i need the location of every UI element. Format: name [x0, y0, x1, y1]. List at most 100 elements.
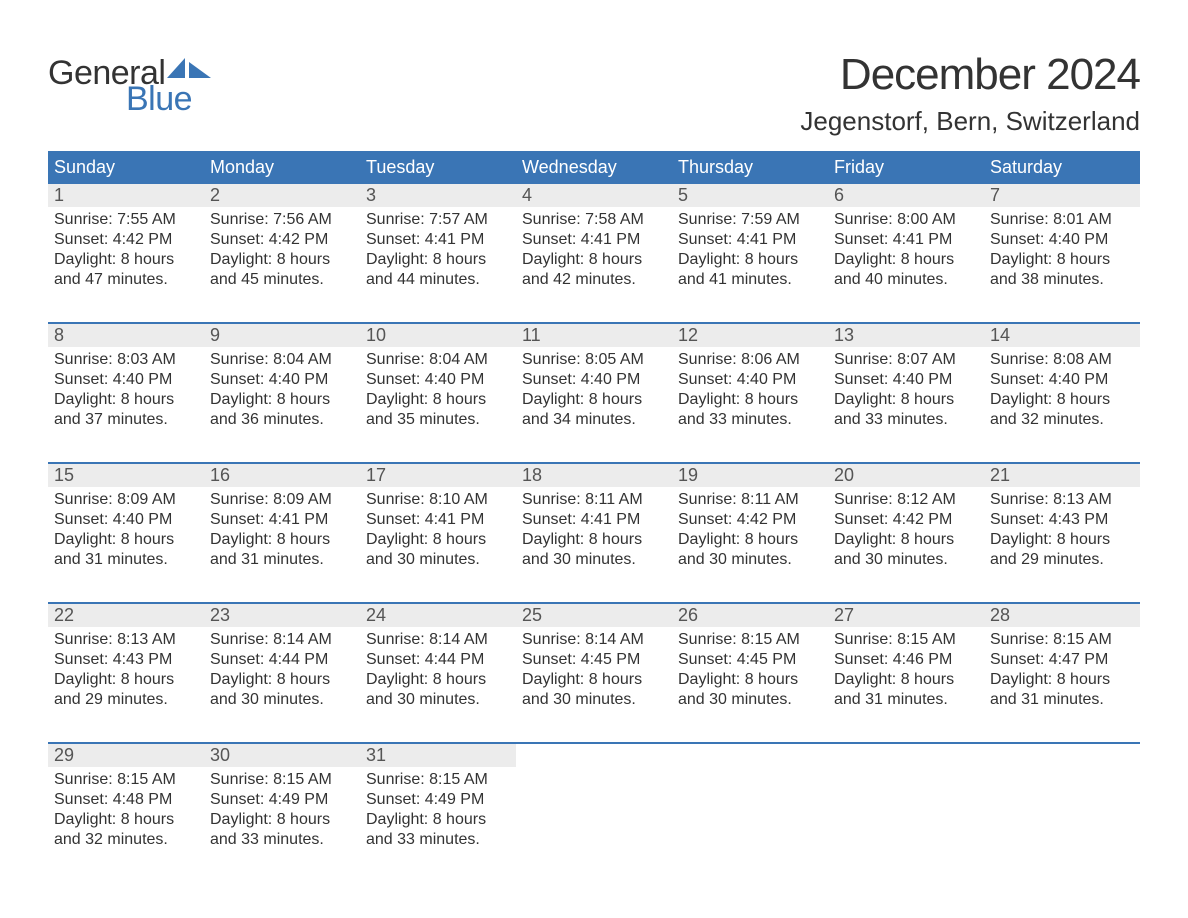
- day-body: Sunrise: 8:11 AMSunset: 4:42 PMDaylight:…: [672, 487, 828, 573]
- day-cell: [828, 744, 984, 854]
- day-cell: 24Sunrise: 8:14 AMSunset: 4:44 PMDayligh…: [360, 604, 516, 714]
- day-cell: [984, 744, 1140, 854]
- day-number: 17: [360, 464, 516, 487]
- day-sunrise: Sunrise: 8:12 AM: [834, 490, 978, 510]
- day-sunset: Sunset: 4:40 PM: [834, 370, 978, 390]
- day-cell: 15Sunrise: 8:09 AMSunset: 4:40 PMDayligh…: [48, 464, 204, 574]
- day-day1: Daylight: 8 hours: [678, 530, 822, 550]
- day-day2: and 42 minutes.: [522, 270, 666, 290]
- day-day1: Daylight: 8 hours: [54, 670, 198, 690]
- day-sunset: Sunset: 4:43 PM: [54, 650, 198, 670]
- day-day1: Daylight: 8 hours: [54, 810, 198, 830]
- day-cell: 3Sunrise: 7:57 AMSunset: 4:41 PMDaylight…: [360, 184, 516, 294]
- day-sunrise: Sunrise: 8:15 AM: [834, 630, 978, 650]
- day-day1: Daylight: 8 hours: [522, 670, 666, 690]
- day-sunrise: Sunrise: 8:13 AM: [54, 630, 198, 650]
- day-number: 1: [48, 184, 204, 207]
- day-body: Sunrise: 7:57 AMSunset: 4:41 PMDaylight:…: [360, 207, 516, 293]
- day-sunrise: Sunrise: 8:01 AM: [990, 210, 1134, 230]
- day-cell: 27Sunrise: 8:15 AMSunset: 4:46 PMDayligh…: [828, 604, 984, 714]
- day-body: Sunrise: 8:15 AMSunset: 4:46 PMDaylight:…: [828, 627, 984, 713]
- day-cell: 13Sunrise: 8:07 AMSunset: 4:40 PMDayligh…: [828, 324, 984, 434]
- day-cell: [516, 744, 672, 854]
- day-day2: and 41 minutes.: [678, 270, 822, 290]
- day-header-mon: Monday: [204, 151, 360, 184]
- day-day2: and 30 minutes.: [366, 690, 510, 710]
- day-sunset: Sunset: 4:45 PM: [522, 650, 666, 670]
- day-day2: and 29 minutes.: [54, 690, 198, 710]
- day-day1: Daylight: 8 hours: [990, 530, 1134, 550]
- day-body: Sunrise: 8:01 AMSunset: 4:40 PMDaylight:…: [984, 207, 1140, 293]
- day-day2: and 47 minutes.: [54, 270, 198, 290]
- day-number: 19: [672, 464, 828, 487]
- day-cell: 22Sunrise: 8:13 AMSunset: 4:43 PMDayligh…: [48, 604, 204, 714]
- day-day2: and 36 minutes.: [210, 410, 354, 430]
- day-body: Sunrise: 8:06 AMSunset: 4:40 PMDaylight:…: [672, 347, 828, 433]
- day-body: Sunrise: 8:13 AMSunset: 4:43 PMDaylight:…: [48, 627, 204, 713]
- day-body: Sunrise: 8:15 AMSunset: 4:48 PMDaylight:…: [48, 767, 204, 853]
- day-day2: and 44 minutes.: [366, 270, 510, 290]
- day-number: 22: [48, 604, 204, 627]
- day-day2: and 32 minutes.: [990, 410, 1134, 430]
- day-sunset: Sunset: 4:42 PM: [54, 230, 198, 250]
- day-sunset: Sunset: 4:41 PM: [210, 510, 354, 530]
- day-day2: and 31 minutes.: [54, 550, 198, 570]
- day-number: 28: [984, 604, 1140, 627]
- day-cell: 19Sunrise: 8:11 AMSunset: 4:42 PMDayligh…: [672, 464, 828, 574]
- day-sunset: Sunset: 4:45 PM: [678, 650, 822, 670]
- day-day2: and 30 minutes.: [522, 550, 666, 570]
- day-sunset: Sunset: 4:42 PM: [678, 510, 822, 530]
- day-day2: and 31 minutes.: [834, 690, 978, 710]
- day-day1: Daylight: 8 hours: [54, 530, 198, 550]
- day-cell: 26Sunrise: 8:15 AMSunset: 4:45 PMDayligh…: [672, 604, 828, 714]
- day-sunset: Sunset: 4:40 PM: [210, 370, 354, 390]
- day-sunrise: Sunrise: 8:15 AM: [990, 630, 1134, 650]
- day-day1: Daylight: 8 hours: [366, 670, 510, 690]
- day-number: 6: [828, 184, 984, 207]
- day-number: 3: [360, 184, 516, 207]
- day-sunset: Sunset: 4:40 PM: [366, 370, 510, 390]
- day-number: 23: [204, 604, 360, 627]
- day-cell: 2Sunrise: 7:56 AMSunset: 4:42 PMDaylight…: [204, 184, 360, 294]
- day-cell: 31Sunrise: 8:15 AMSunset: 4:49 PMDayligh…: [360, 744, 516, 854]
- day-number: 20: [828, 464, 984, 487]
- day-sunrise: Sunrise: 8:15 AM: [54, 770, 198, 790]
- day-day1: Daylight: 8 hours: [522, 530, 666, 550]
- day-cell: 21Sunrise: 8:13 AMSunset: 4:43 PMDayligh…: [984, 464, 1140, 574]
- day-header-sun: Sunday: [48, 151, 204, 184]
- day-body: Sunrise: 8:14 AMSunset: 4:45 PMDaylight:…: [516, 627, 672, 713]
- day-cell: 14Sunrise: 8:08 AMSunset: 4:40 PMDayligh…: [984, 324, 1140, 434]
- day-header-wed: Wednesday: [516, 151, 672, 184]
- day-day1: Daylight: 8 hours: [678, 250, 822, 270]
- day-sunrise: Sunrise: 8:11 AM: [522, 490, 666, 510]
- day-day1: Daylight: 8 hours: [210, 390, 354, 410]
- day-sunset: Sunset: 4:40 PM: [522, 370, 666, 390]
- page-title: December 2024: [800, 50, 1140, 100]
- day-body: Sunrise: 7:58 AMSunset: 4:41 PMDaylight:…: [516, 207, 672, 293]
- day-day1: Daylight: 8 hours: [366, 250, 510, 270]
- day-sunrise: Sunrise: 8:09 AM: [54, 490, 198, 510]
- day-day1: Daylight: 8 hours: [990, 390, 1134, 410]
- day-sunset: Sunset: 4:40 PM: [990, 370, 1134, 390]
- day-body: Sunrise: 8:12 AMSunset: 4:42 PMDaylight:…: [828, 487, 984, 573]
- logo-word-blue: Blue: [126, 82, 211, 116]
- day-day1: Daylight: 8 hours: [366, 530, 510, 550]
- day-day1: Daylight: 8 hours: [54, 250, 198, 270]
- day-cell: 30Sunrise: 8:15 AMSunset: 4:49 PMDayligh…: [204, 744, 360, 854]
- day-day1: Daylight: 8 hours: [210, 670, 354, 690]
- day-day2: and 33 minutes.: [678, 410, 822, 430]
- day-sunset: Sunset: 4:49 PM: [366, 790, 510, 810]
- day-sunrise: Sunrise: 7:59 AM: [678, 210, 822, 230]
- day-number: 14: [984, 324, 1140, 347]
- day-cell: 6Sunrise: 8:00 AMSunset: 4:41 PMDaylight…: [828, 184, 984, 294]
- day-header-tue: Tuesday: [360, 151, 516, 184]
- day-day1: Daylight: 8 hours: [54, 390, 198, 410]
- day-cell: 28Sunrise: 8:15 AMSunset: 4:47 PMDayligh…: [984, 604, 1140, 714]
- day-sunset: Sunset: 4:47 PM: [990, 650, 1134, 670]
- day-body: Sunrise: 8:00 AMSunset: 4:41 PMDaylight:…: [828, 207, 984, 293]
- day-number: 12: [672, 324, 828, 347]
- day-sunset: Sunset: 4:42 PM: [834, 510, 978, 530]
- day-cell: 8Sunrise: 8:03 AMSunset: 4:40 PMDaylight…: [48, 324, 204, 434]
- day-sunset: Sunset: 4:48 PM: [54, 790, 198, 810]
- day-sunset: Sunset: 4:41 PM: [678, 230, 822, 250]
